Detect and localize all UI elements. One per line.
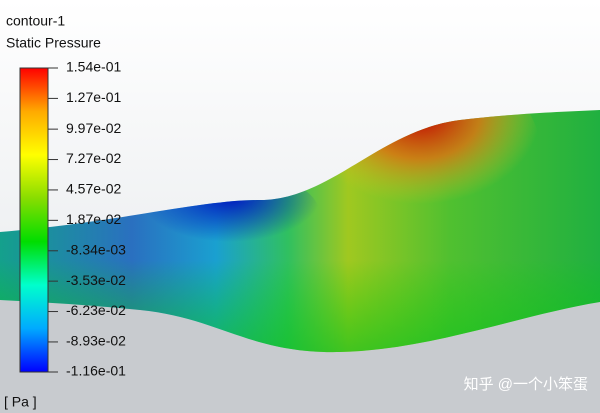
colorbar-tick-label: -8.93e-02 (66, 333, 126, 349)
lower-wall (0, 300, 600, 413)
high-pressure-region (300, 110, 540, 240)
title: contour-1 (6, 13, 65, 29)
colorbar-tick-label: 7.27e-02 (66, 150, 121, 166)
colorbar-tick-label: -3.53e-02 (66, 272, 126, 288)
colorbar-tick-label: 9.97e-02 (66, 120, 121, 136)
colorbar (19, 67, 49, 373)
colorbar-tick-label: 1.27e-01 (66, 89, 121, 105)
watermark: 知乎 @一个小笨蛋 (464, 376, 588, 393)
colorbar-tick-label: 1.87e-02 (66, 211, 121, 227)
colorbar-tick-label: -6.23e-02 (66, 302, 126, 318)
colorbar-tick-label: -8.34e-03 (66, 241, 126, 257)
colorbar-unit: [ Pa ] (4, 394, 37, 410)
colorbar-tick-label: -1.16e-01 (66, 363, 126, 379)
colorbar-tick-label: 1.54e-01 (66, 59, 121, 75)
subtitle: Static Pressure (6, 35, 101, 51)
colorbar-tick-label: 4.57e-02 (66, 181, 121, 197)
